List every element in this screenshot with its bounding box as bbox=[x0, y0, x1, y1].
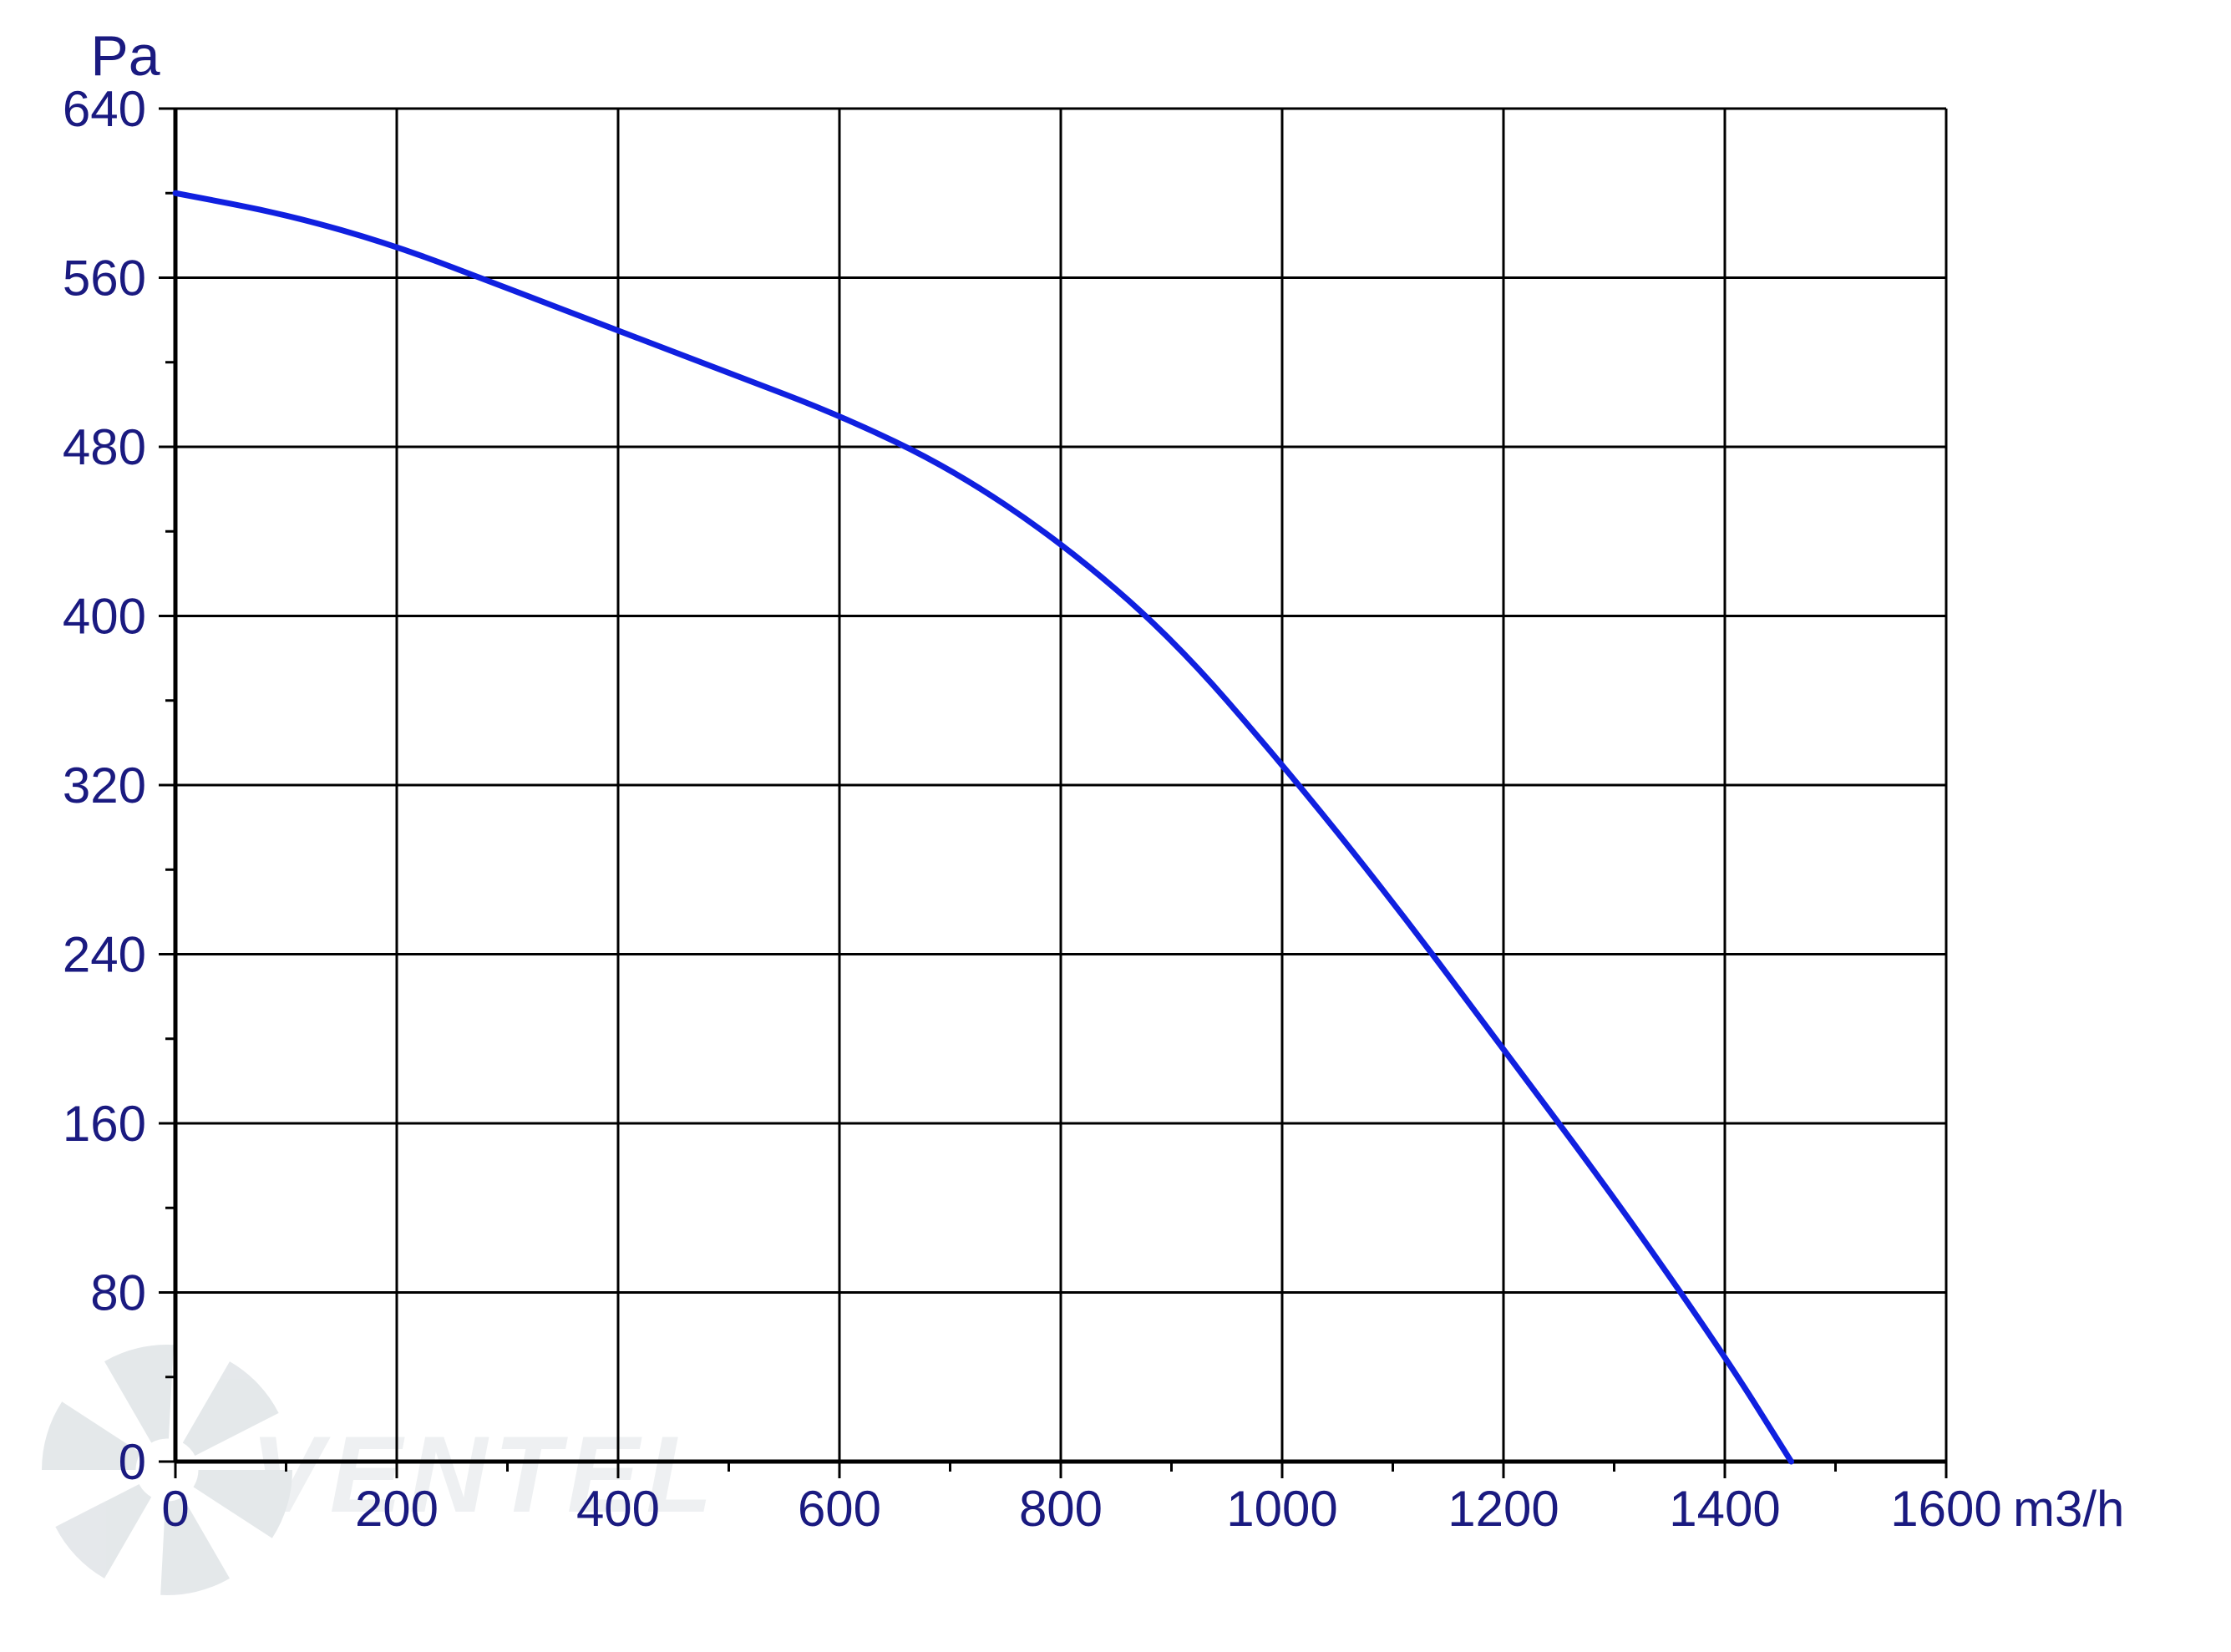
y-tick-label: 320 bbox=[63, 758, 146, 813]
chart-container: VENTEL02004006008001000120014001600m3/h0… bbox=[0, 0, 2231, 1652]
x-tick-label: 800 bbox=[1019, 1481, 1103, 1537]
y-tick-label: 160 bbox=[63, 1096, 146, 1152]
y-tick-label: 240 bbox=[63, 927, 146, 983]
x-tick-label: 1200 bbox=[1448, 1481, 1559, 1537]
x-tick-label: 1400 bbox=[1669, 1481, 1780, 1537]
y-tick-label: 560 bbox=[63, 251, 146, 307]
y-tick-label: 480 bbox=[63, 419, 146, 475]
x-tick-label: 400 bbox=[576, 1481, 660, 1537]
y-tick-label: 640 bbox=[63, 81, 146, 137]
y-axis-label: Pa bbox=[90, 24, 160, 88]
x-tick-label: 1600 bbox=[1890, 1481, 2001, 1537]
x-tick-label: 200 bbox=[355, 1481, 439, 1537]
y-tick-label: 0 bbox=[119, 1434, 146, 1490]
x-tick-label: 0 bbox=[161, 1481, 189, 1537]
y-tick-label: 400 bbox=[63, 589, 146, 645]
fan-curve-chart: VENTEL02004006008001000120014001600m3/h0… bbox=[0, 0, 2231, 1652]
x-tick-label: 1000 bbox=[1226, 1481, 1337, 1537]
x-axis-label: m3/h bbox=[2013, 1481, 2124, 1537]
x-tick-label: 600 bbox=[798, 1481, 881, 1537]
y-tick-label: 80 bbox=[90, 1265, 146, 1321]
